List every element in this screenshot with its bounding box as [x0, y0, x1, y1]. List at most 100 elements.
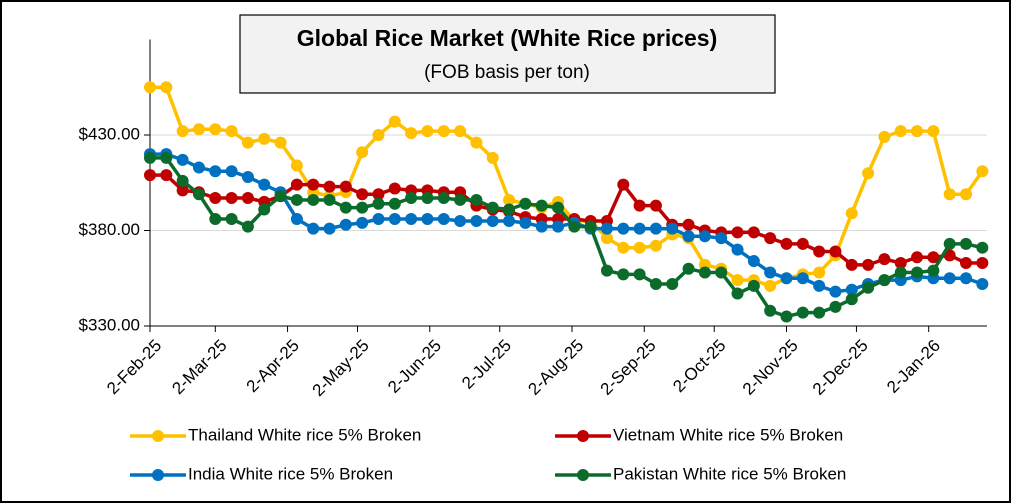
data-point: [960, 256, 973, 269]
data-point: [535, 199, 548, 212]
legend-marker: [152, 469, 164, 481]
data-point: [813, 245, 826, 258]
legend-label: Thailand White rice 5% Broken: [188, 425, 421, 444]
data-point: [454, 125, 467, 138]
data-point: [274, 136, 287, 149]
data-point: [747, 255, 760, 268]
legend-marker: [577, 430, 589, 442]
data-point: [160, 151, 173, 164]
data-point: [421, 125, 434, 138]
data-point: [943, 188, 956, 201]
chart-title: Global Rice Market (White Rice prices): [297, 25, 718, 51]
y-tick-label: $430.00: [79, 124, 140, 143]
data-point: [894, 266, 907, 279]
data-point: [829, 300, 842, 313]
data-point: [372, 213, 385, 226]
data-point: [437, 125, 450, 138]
data-point: [617, 178, 630, 191]
data-point: [976, 277, 989, 290]
data-point: [943, 237, 956, 250]
data-point: [241, 136, 254, 149]
data-point: [666, 222, 679, 235]
data-point: [633, 199, 646, 212]
data-point: [649, 222, 662, 235]
data-point: [307, 193, 320, 206]
data-point: [290, 178, 303, 191]
data-point: [764, 266, 777, 279]
y-tick-label: $380.00: [79, 220, 140, 239]
data-point: [600, 232, 613, 245]
data-point: [698, 230, 711, 243]
data-point: [176, 174, 189, 187]
data-point: [813, 279, 826, 292]
data-point: [731, 243, 744, 256]
data-point: [503, 193, 516, 206]
data-point: [600, 222, 613, 235]
data-point: [209, 192, 222, 205]
data-point: [519, 197, 532, 210]
data-point: [192, 161, 205, 174]
data-point: [192, 123, 205, 136]
data-point: [976, 241, 989, 254]
series-line: [150, 156, 983, 319]
data-point: [339, 201, 352, 214]
data-point: [927, 264, 940, 277]
data-point: [911, 125, 924, 138]
data-point: [454, 214, 467, 227]
data-point: [845, 207, 858, 220]
data-point: [503, 203, 516, 216]
data-point: [388, 115, 401, 128]
data-point: [209, 123, 222, 136]
data-point: [780, 272, 793, 285]
data-point: [405, 192, 418, 205]
data-point: [960, 272, 973, 285]
data-point: [617, 222, 630, 235]
data-point: [731, 287, 744, 300]
data-point: [862, 281, 875, 294]
data-point: [960, 237, 973, 250]
data-point: [878, 274, 891, 287]
data-point: [535, 220, 548, 233]
data-point: [339, 180, 352, 193]
data-point: [715, 232, 728, 245]
data-point: [600, 264, 613, 277]
data-point: [829, 285, 842, 298]
data-point: [372, 129, 385, 141]
data-point: [927, 125, 940, 138]
data-point: [225, 165, 238, 178]
data-point: [209, 213, 222, 226]
data-point: [813, 306, 826, 319]
data-point: [862, 167, 875, 180]
data-point: [486, 214, 499, 227]
data-point: [894, 125, 907, 138]
data-point: [225, 192, 238, 205]
data-point: [552, 201, 565, 214]
data-point: [747, 279, 760, 292]
data-point: [421, 213, 434, 226]
data-point: [176, 125, 189, 138]
data-point: [421, 192, 434, 205]
data-point: [682, 230, 695, 243]
data-point: [356, 146, 369, 159]
data-point: [911, 266, 924, 279]
data-point: [225, 125, 238, 138]
y-tick-label: $330.00: [79, 315, 140, 334]
data-point: [323, 222, 336, 235]
data-point: [829, 245, 842, 258]
legend-label: Vietnam White rice 5% Broken: [613, 425, 843, 444]
data-point: [258, 178, 271, 191]
data-point: [796, 306, 809, 319]
data-point: [862, 258, 875, 271]
data-point: [503, 214, 516, 227]
chart-subtitle: (FOB basis per ton): [424, 62, 590, 83]
data-point: [633, 222, 646, 235]
data-point: [976, 165, 989, 178]
data-point: [176, 153, 189, 166]
legend-label: India White rice 5% Broken: [188, 464, 393, 483]
data-point: [356, 216, 369, 229]
data-point: [274, 190, 287, 203]
data-point: [943, 249, 956, 262]
data-point: [764, 304, 777, 317]
data-point: [617, 241, 630, 254]
legend-label: Pakistan White rice 5% Broken: [613, 464, 846, 483]
